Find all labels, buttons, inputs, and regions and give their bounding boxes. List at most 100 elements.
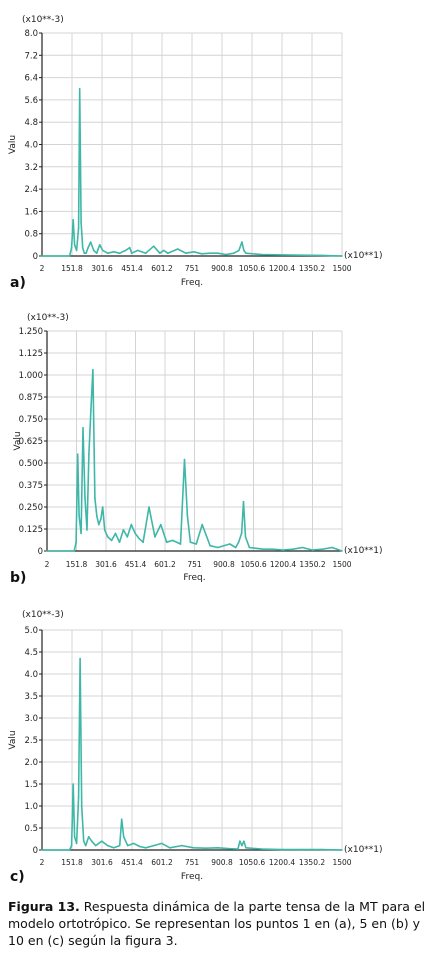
data-point bbox=[126, 844, 129, 847]
data-point bbox=[167, 252, 169, 254]
data-point bbox=[186, 515, 189, 517]
data-point bbox=[106, 536, 109, 538]
data-point bbox=[96, 515, 98, 517]
data-point bbox=[98, 523, 100, 526]
x-tick-label: 1200.4 bbox=[270, 560, 296, 569]
y-tick-label: 1.6 bbox=[24, 207, 38, 217]
data-point bbox=[90, 409, 92, 411]
data-point bbox=[72, 783, 74, 785]
y-tick-label: 0.375 bbox=[19, 481, 43, 491]
data-point bbox=[321, 548, 324, 550]
data-point bbox=[138, 537, 140, 540]
y-tick-label: 0.8 bbox=[24, 230, 38, 240]
x-tick-label: 601.2 bbox=[151, 858, 173, 867]
data-point bbox=[233, 252, 235, 254]
x-scale-note: (x10**1) bbox=[344, 546, 383, 556]
x-tick-label: 1350.2 bbox=[299, 560, 325, 569]
data-point bbox=[321, 848, 323, 851]
x-scale-note: (x10**1) bbox=[344, 251, 383, 261]
data-point bbox=[86, 529, 88, 531]
data-point bbox=[261, 848, 263, 850]
data-point bbox=[78, 88, 81, 90]
data-point bbox=[301, 254, 303, 256]
data-point bbox=[132, 842, 135, 845]
y-tick-label: 1.5 bbox=[24, 780, 38, 790]
data-point bbox=[77, 796, 80, 798]
data-point bbox=[152, 245, 155, 247]
data-point bbox=[94, 497, 96, 499]
data-point bbox=[89, 241, 92, 243]
data-point bbox=[321, 254, 323, 257]
y-tick-label: 6.4 bbox=[24, 74, 38, 84]
data-point bbox=[341, 255, 343, 257]
data-point bbox=[78, 515, 80, 517]
data-point bbox=[68, 849, 71, 851]
x-tick-label: 751 bbox=[185, 858, 200, 867]
x-tick-label: 151.8 bbox=[66, 560, 88, 569]
x-tick-label: 1350.2 bbox=[299, 858, 325, 867]
y-scale-note: (x10**-3) bbox=[27, 313, 69, 323]
data-point bbox=[101, 249, 104, 252]
data-point bbox=[163, 249, 165, 252]
data-point bbox=[311, 549, 314, 551]
data-point bbox=[76, 453, 79, 455]
x-tick-label: 1050.6 bbox=[239, 858, 265, 867]
data-point bbox=[101, 506, 104, 508]
data-point bbox=[110, 539, 113, 542]
data-point bbox=[201, 523, 203, 526]
data-point bbox=[120, 818, 123, 820]
data-point bbox=[77, 227, 80, 229]
data-point bbox=[154, 536, 156, 538]
data-point bbox=[242, 500, 245, 503]
x-tick-label: 751 bbox=[187, 560, 202, 569]
data-point bbox=[41, 849, 43, 851]
series-line bbox=[42, 88, 343, 257]
data-point bbox=[301, 546, 304, 549]
data-point bbox=[100, 518, 102, 521]
data-point bbox=[142, 541, 144, 543]
data-point bbox=[124, 249, 127, 252]
data-point bbox=[209, 252, 211, 254]
data-point bbox=[114, 532, 117, 535]
x-tick-label: 900.8 bbox=[213, 560, 235, 569]
data-point bbox=[189, 541, 192, 543]
data-point bbox=[130, 252, 133, 254]
caption-text: Respuesta dinámica de la parte tensa de … bbox=[8, 899, 426, 948]
data-point bbox=[83, 252, 86, 254]
data-point bbox=[301, 848, 303, 851]
y-tick-label: 3.2 bbox=[24, 163, 38, 173]
data-point bbox=[331, 546, 334, 549]
y-axis-label: Valu bbox=[8, 135, 18, 154]
x-tick-label: 301.6 bbox=[95, 560, 117, 569]
data-point bbox=[100, 840, 103, 842]
data-point bbox=[201, 253, 203, 255]
data-point bbox=[87, 836, 90, 838]
x-tick-label: 301.6 bbox=[91, 858, 113, 867]
data-point bbox=[240, 532, 243, 535]
y-tick-label: 1.0 bbox=[24, 802, 38, 812]
x-tick-label: 1200.4 bbox=[269, 858, 295, 867]
data-point bbox=[144, 252, 147, 254]
data-point bbox=[80, 221, 82, 224]
data-point bbox=[241, 241, 243, 243]
data-point bbox=[292, 548, 294, 550]
y-tick-label: 1.000 bbox=[19, 371, 43, 381]
figure-caption: Figura 13. Respuesta dinámica de la part… bbox=[8, 898, 433, 949]
x-tick-label: 451.4 bbox=[121, 264, 143, 273]
data-point bbox=[171, 539, 174, 542]
y-axis-label: Valu bbox=[8, 730, 18, 749]
data-point bbox=[341, 849, 343, 851]
y-scale-note: (x10**-3) bbox=[22, 610, 64, 620]
x-tick-label: 601.2 bbox=[151, 264, 173, 273]
data-point bbox=[281, 848, 283, 851]
data-point bbox=[161, 842, 163, 845]
data-point bbox=[238, 249, 240, 252]
y-tick-label: 3.0 bbox=[24, 714, 38, 724]
data-point bbox=[261, 253, 263, 256]
x-tick-label: 900.8 bbox=[211, 858, 233, 867]
data-point bbox=[112, 847, 115, 849]
data-point bbox=[106, 844, 109, 847]
data-point bbox=[160, 523, 162, 526]
data-point bbox=[179, 543, 182, 545]
data-point bbox=[217, 546, 219, 549]
